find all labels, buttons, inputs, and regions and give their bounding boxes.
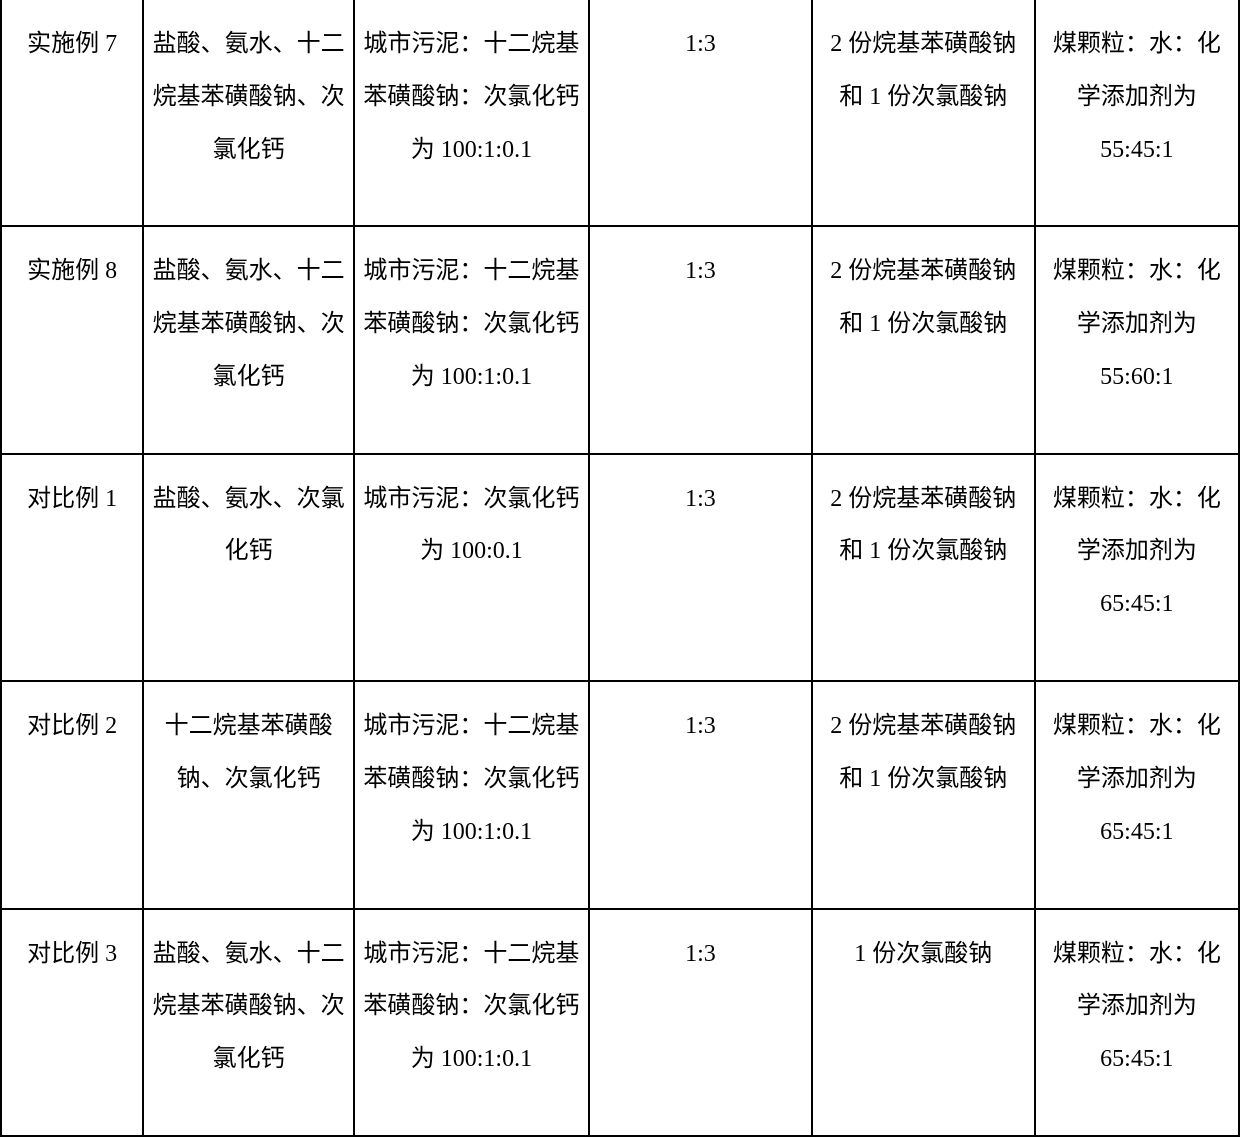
cell-value: 2 份烷基苯磺酸钠和 1 份次氯酸钠 bbox=[812, 226, 1035, 453]
cell-value: 城市污泥：十二烷基苯磺酸钠：次氯化钙为 100:1:0.1 bbox=[354, 909, 589, 1136]
cell-value: 1 份次氯酸钠 bbox=[812, 909, 1035, 1136]
table-row: 对比例 2 十二烷基苯磺酸钠、次氯化钙 城市污泥：十二烷基苯磺酸钠：次氯化钙为 … bbox=[1, 681, 1239, 908]
cell-value: 煤颗粒：水：化学添加剂为 65:45:1 bbox=[1035, 454, 1239, 681]
table-row: 实施例 7 盐酸、氨水、十二烷基苯磺酸钠、次氯化钙 城市污泥：十二烷基苯磺酸钠：… bbox=[1, 0, 1239, 226]
table-row: 对比例 3 盐酸、氨水、十二烷基苯磺酸钠、次氯化钙 城市污泥：十二烷基苯磺酸钠：… bbox=[1, 909, 1239, 1136]
cell-value: 盐酸、氨水、十二烷基苯磺酸钠、次氯化钙 bbox=[143, 0, 353, 226]
cell-value: 1:3 bbox=[589, 681, 812, 908]
cell-label: 对比例 3 bbox=[1, 909, 143, 1136]
cell-value: 城市污泥：次氯化钙为 100:0.1 bbox=[354, 454, 589, 681]
cell-value: 2 份烷基苯磺酸钠和 1 份次氯酸钠 bbox=[812, 681, 1035, 908]
cell-label: 对比例 2 bbox=[1, 681, 143, 908]
cell-value: 城市污泥：十二烷基苯磺酸钠：次氯化钙为 100:1:0.1 bbox=[354, 0, 589, 226]
cell-value: 1:3 bbox=[589, 226, 812, 453]
data-table: 实施例 7 盐酸、氨水、十二烷基苯磺酸钠、次氯化钙 城市污泥：十二烷基苯磺酸钠：… bbox=[0, 0, 1240, 1137]
cell-value: 盐酸、氨水、十二烷基苯磺酸钠、次氯化钙 bbox=[143, 909, 353, 1136]
cell-value: 盐酸、氨水、次氯化钙 bbox=[143, 454, 353, 681]
cell-value: 城市污泥：十二烷基苯磺酸钠：次氯化钙为 100:1:0.1 bbox=[354, 681, 589, 908]
page: 实施例 7 盐酸、氨水、十二烷基苯磺酸钠、次氯化钙 城市污泥：十二烷基苯磺酸钠：… bbox=[0, 0, 1240, 1137]
table-row: 对比例 1 盐酸、氨水、次氯化钙 城市污泥：次氯化钙为 100:0.1 1:3 … bbox=[1, 454, 1239, 681]
cell-value: 煤颗粒：水：化学添加剂为 65:45:1 bbox=[1035, 681, 1239, 908]
cell-label: 实施例 7 bbox=[1, 0, 143, 226]
cell-value: 煤颗粒：水：化学添加剂为 55:60:1 bbox=[1035, 226, 1239, 453]
cell-value: 十二烷基苯磺酸钠、次氯化钙 bbox=[143, 681, 353, 908]
cell-label: 实施例 8 bbox=[1, 226, 143, 453]
table-row: 实施例 8 盐酸、氨水、十二烷基苯磺酸钠、次氯化钙 城市污泥：十二烷基苯磺酸钠：… bbox=[1, 226, 1239, 453]
cell-value: 煤颗粒：水：化学添加剂为 65:45:1 bbox=[1035, 909, 1239, 1136]
cell-value: 城市污泥：十二烷基苯磺酸钠：次氯化钙为 100:1:0.1 bbox=[354, 226, 589, 453]
cell-label: 对比例 1 bbox=[1, 454, 143, 681]
cell-value: 1:3 bbox=[589, 454, 812, 681]
cell-value: 2 份烷基苯磺酸钠和 1 份次氯酸钠 bbox=[812, 0, 1035, 226]
cell-value: 盐酸、氨水、十二烷基苯磺酸钠、次氯化钙 bbox=[143, 226, 353, 453]
cell-value: 2 份烷基苯磺酸钠和 1 份次氯酸钠 bbox=[812, 454, 1035, 681]
cell-value: 煤颗粒：水：化学添加剂为 55:45:1 bbox=[1035, 0, 1239, 226]
cell-value: 1:3 bbox=[589, 909, 812, 1136]
cell-value: 1:3 bbox=[589, 0, 812, 226]
